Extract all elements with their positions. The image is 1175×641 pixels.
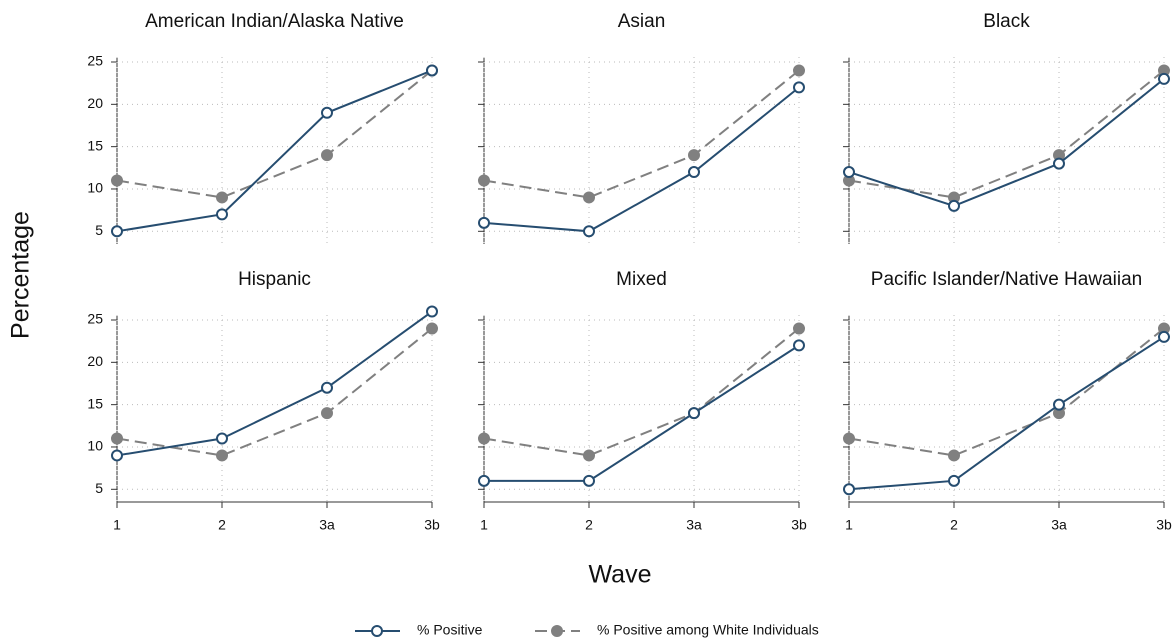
series-line [483,86,800,233]
x-tick-label: 2 [585,517,593,533]
series-line [848,336,1165,491]
series-line [848,327,1165,457]
data-point [111,449,123,462]
data-point [688,149,700,162]
x-tick-label: 3a [1051,517,1067,533]
data-point [688,166,700,179]
legend-marker [371,625,383,637]
legend-marker [551,625,563,637]
data-point [426,305,438,318]
series-line [116,310,433,457]
y-tick-label: 25 [87,53,103,69]
y-tick-label: 5 [95,480,103,496]
series-line [116,327,433,457]
data-point [948,449,960,462]
data-point [948,474,960,487]
x-tick-label: 3a [686,517,702,533]
data-point [478,474,490,487]
x-axis-label: Wave [589,561,652,589]
panel-title: Black [983,11,1030,32]
data-point [793,339,805,352]
data-point [583,191,595,204]
panel-title: Hispanic [238,269,311,290]
data-point [321,407,333,420]
series-line [483,69,800,199]
series-line [116,69,433,199]
panel-title: Pacific Islander/Native Hawaiian [871,269,1142,290]
data-point [216,208,228,221]
x-tick-label: 1 [113,517,121,533]
data-point [216,191,228,204]
series-line [848,78,1165,207]
data-point [111,174,123,187]
x-tick-label: 2 [218,517,226,533]
data-point [948,199,960,212]
y-tick-label: 5 [95,222,103,238]
x-tick-label: 1 [845,517,853,533]
data-point [583,449,595,462]
data-point [1158,330,1170,343]
y-tick-label: 10 [87,438,103,454]
data-point [688,407,700,420]
y-tick-label: 25 [87,311,103,327]
legend-label: % Positive [417,622,483,638]
series-line [483,327,800,457]
data-point [111,225,123,238]
series-line [116,69,433,233]
data-point [321,106,333,119]
data-point [478,216,490,229]
x-tick-label: 3b [1156,517,1172,533]
panel-title: Mixed [616,269,667,290]
data-point [111,432,123,445]
data-point [1053,398,1065,411]
y-axis-label: Percentage [7,211,35,339]
x-tick-label: 2 [950,517,958,533]
data-point [843,166,855,179]
data-point [1053,157,1065,170]
data-point [426,322,438,335]
y-tick-label: 15 [87,395,103,411]
data-point [426,64,438,77]
data-point [843,432,855,445]
legend-label: % Positive among White Individuals [597,622,819,638]
data-point [216,432,228,445]
data-point [843,483,855,496]
data-point [583,225,595,238]
y-tick-label: 10 [87,180,103,196]
x-tick-label: 3b [424,517,440,533]
data-point [321,149,333,162]
y-tick-label: 15 [87,137,103,153]
data-point [216,449,228,462]
y-tick-label: 20 [87,95,103,111]
data-point [478,174,490,187]
data-point [478,432,490,445]
x-tick-label: 3b [791,517,807,533]
data-point [793,322,805,335]
data-point [793,64,805,77]
series-line [848,69,1165,199]
data-point [583,474,595,487]
panel-title: Asian [618,11,666,32]
data-point [793,81,805,94]
series-line [484,344,800,482]
panel-title: American Indian/Alaska Native [145,11,404,32]
x-tick-label: 1 [480,517,488,533]
data-point [321,381,333,394]
data-point [1158,72,1170,85]
y-tick-label: 20 [87,353,103,369]
x-tick-label: 3a [319,517,335,533]
